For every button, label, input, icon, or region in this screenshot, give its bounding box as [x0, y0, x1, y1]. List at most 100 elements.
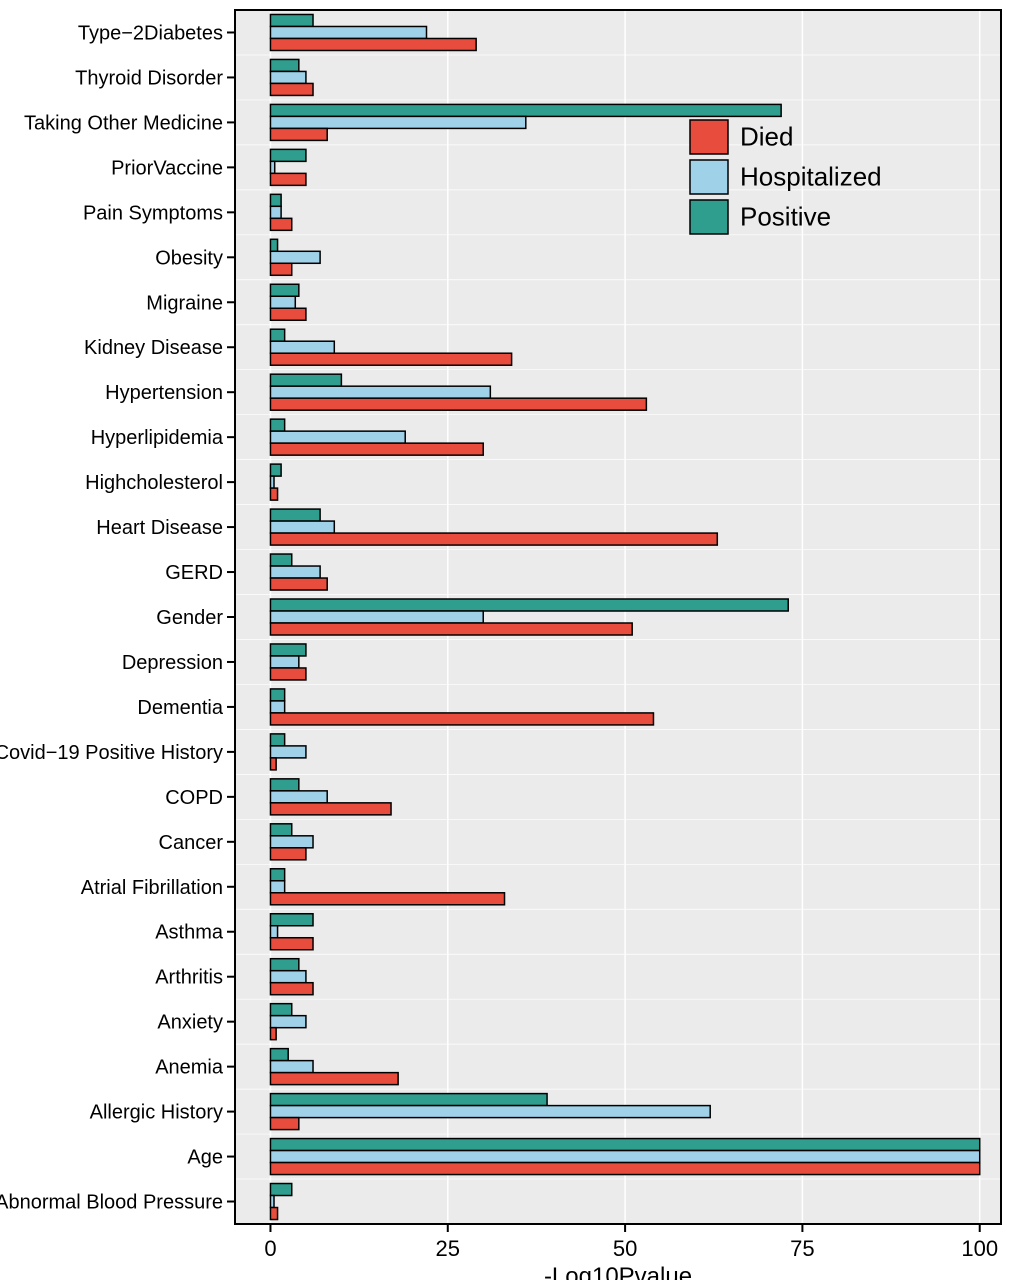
bar-positive	[270, 1139, 979, 1151]
y-tick-label: Thyroid Disorder	[75, 67, 223, 89]
bar-hospitalized	[270, 26, 426, 38]
bar-positive	[270, 734, 284, 746]
bar-died	[270, 128, 327, 140]
y-tick-label: Depression	[122, 652, 223, 674]
bar-hospitalized	[270, 431, 405, 443]
bar-died	[270, 353, 511, 365]
bar-died	[270, 443, 483, 455]
bar-died	[270, 38, 476, 50]
bar-positive	[270, 824, 291, 836]
bar-positive	[270, 959, 298, 971]
bar-positive	[270, 284, 298, 296]
x-tick-label: 50	[613, 1236, 637, 1261]
bar-died	[270, 1073, 398, 1085]
bar-positive	[270, 869, 284, 881]
bar-died	[270, 938, 313, 950]
x-tick-label: 100	[961, 1236, 998, 1261]
bar-hospitalized	[270, 71, 305, 83]
y-tick-label: Dementia	[137, 697, 223, 719]
bar-positive	[270, 914, 313, 926]
bar-hospitalized	[270, 926, 277, 938]
bar-positive	[270, 1094, 547, 1106]
bar-positive	[270, 644, 305, 656]
bar-hospitalized	[270, 116, 525, 128]
bar-positive	[270, 554, 291, 566]
y-tick-label: PriorVaccine	[111, 157, 223, 179]
bar-hospitalized	[270, 1106, 710, 1118]
y-tick-label: Anxiety	[157, 1012, 223, 1034]
bar-positive	[270, 329, 284, 341]
bar-positive	[270, 1184, 291, 1196]
bar-hospitalized	[270, 701, 284, 713]
bar-positive	[270, 104, 781, 116]
y-tick-label: Atrial Fibrillation	[81, 877, 223, 899]
bar-positive	[270, 419, 284, 431]
bar-positive	[270, 149, 305, 161]
bar-positive	[270, 374, 341, 386]
bar-died	[270, 668, 305, 680]
bar-hospitalized	[270, 746, 305, 758]
y-tick-label: Cancer	[159, 832, 224, 854]
bar-hospitalized	[270, 656, 298, 668]
bar-hospitalized	[270, 1061, 313, 1073]
bar-died	[270, 758, 276, 770]
y-tick-label: Gender	[156, 607, 223, 629]
bar-died	[270, 308, 305, 320]
bar-positive	[270, 1049, 288, 1061]
bar-died	[270, 218, 291, 230]
bar-died	[270, 893, 504, 905]
bar-hospitalized	[270, 341, 334, 353]
bar-died	[270, 1208, 277, 1220]
y-tick-label: Covid−19 Positive History	[0, 742, 223, 764]
x-tick-label: 75	[790, 1236, 814, 1261]
bar-hospitalized	[270, 611, 483, 623]
y-tick-label: Age	[187, 1147, 223, 1169]
y-tick-label: Migraine	[146, 292, 223, 314]
y-tick-label: Highcholesterol	[85, 472, 223, 494]
bar-died	[270, 488, 277, 500]
bar-hospitalized	[270, 566, 320, 578]
bar-died	[270, 1028, 276, 1040]
bar-positive	[270, 14, 313, 26]
bar-died	[270, 398, 646, 410]
bar-hospitalized	[270, 1016, 305, 1028]
bar-positive	[270, 509, 320, 521]
bar-hospitalized	[270, 386, 490, 398]
bar-died	[270, 1163, 979, 1175]
y-tick-label: Hypertension	[105, 382, 223, 404]
y-tick-label: Type−2Diabetes	[78, 22, 223, 44]
bar-hospitalized	[270, 791, 327, 803]
bar-died	[270, 83, 313, 95]
y-tick-label: Pain Symptoms	[83, 202, 223, 224]
legend-label: Positive	[740, 202, 831, 232]
bar-hospitalized	[270, 1196, 274, 1208]
y-tick-label: Abnormal Blood Pressure	[0, 1192, 223, 1214]
bar-died	[270, 578, 327, 590]
bar-died	[270, 263, 291, 275]
y-tick-label: COPD	[165, 787, 223, 809]
y-tick-label: Hyperlipidemia	[91, 427, 224, 449]
bar-died	[270, 1118, 298, 1130]
bar-died	[270, 983, 313, 995]
bar-hospitalized	[270, 836, 313, 848]
bar-positive	[270, 194, 281, 206]
y-tick-label: Anemia	[155, 1057, 224, 1079]
legend-swatch	[690, 200, 728, 234]
bar-positive	[270, 1004, 291, 1016]
bar-hospitalized	[270, 521, 334, 533]
legend-swatch	[690, 120, 728, 154]
bar-positive	[270, 689, 284, 701]
y-tick-label: Obesity	[155, 247, 223, 269]
bar-positive	[270, 239, 277, 251]
bar-hospitalized	[270, 1151, 979, 1163]
y-tick-label: Asthma	[155, 922, 224, 944]
x-tick-label: 0	[264, 1236, 276, 1261]
bar-positive	[270, 779, 298, 791]
y-tick-label: Arthritis	[155, 967, 223, 989]
y-tick-label: Heart Disease	[96, 517, 223, 539]
y-tick-label: GERD	[165, 562, 223, 584]
bar-positive	[270, 464, 281, 476]
bar-died	[270, 713, 653, 725]
bar-hospitalized	[270, 161, 274, 173]
bar-died	[270, 803, 391, 815]
